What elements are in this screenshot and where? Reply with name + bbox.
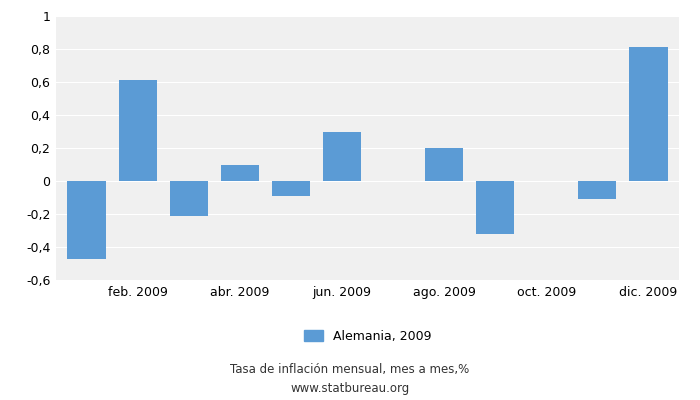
Text: www.statbureau.org: www.statbureau.org (290, 382, 410, 395)
Bar (220, 164, 259, 181)
Bar (425, 148, 463, 181)
Bar (578, 181, 617, 199)
Bar (272, 181, 310, 196)
Bar (67, 181, 106, 258)
Bar (169, 181, 208, 216)
Text: Tasa de inflación mensual, mes a mes,%: Tasa de inflación mensual, mes a mes,% (230, 364, 470, 376)
Bar (118, 80, 157, 181)
Bar (629, 47, 668, 181)
Legend: Alemania, 2009: Alemania, 2009 (299, 325, 436, 348)
Bar (323, 132, 361, 181)
Bar (476, 181, 514, 234)
